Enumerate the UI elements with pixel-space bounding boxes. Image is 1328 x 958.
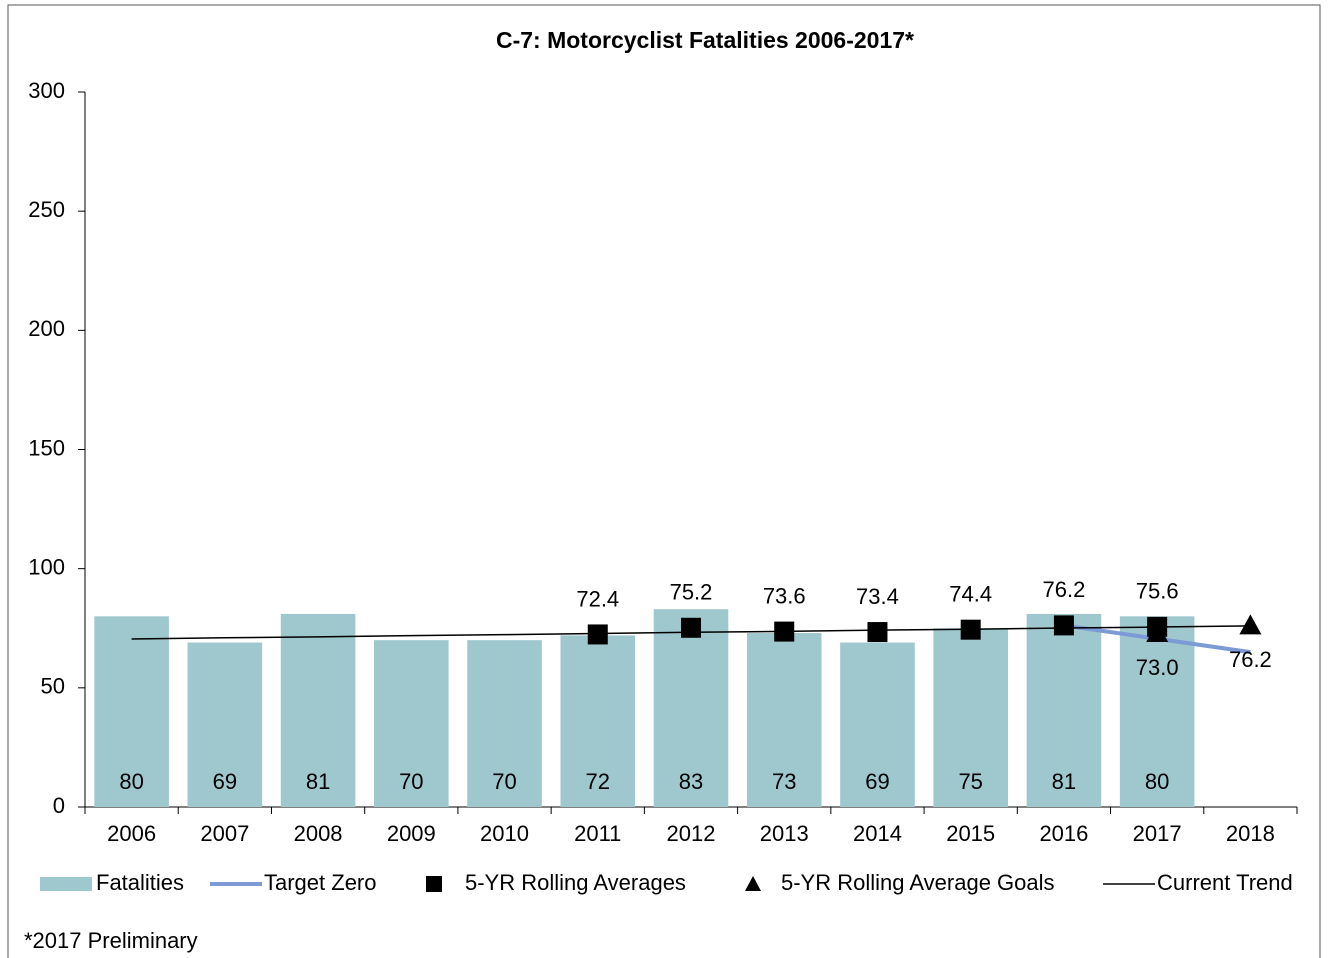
legend-label: Current Trend xyxy=(1157,870,1293,895)
bar-label: 81 xyxy=(306,769,330,794)
chart-title: C-7: Motorcyclist Fatalities 2006-2017* xyxy=(496,27,914,53)
x-tick-label: 2007 xyxy=(200,821,249,846)
bar-label: 83 xyxy=(679,769,703,794)
bar xyxy=(1119,616,1195,807)
marker-triangle xyxy=(1239,614,1262,635)
data-label: 76.2 xyxy=(1229,647,1272,672)
bar xyxy=(280,613,356,807)
data-label: 72.4 xyxy=(576,586,619,611)
bar xyxy=(94,616,169,807)
x-tick-label: 2014 xyxy=(853,821,902,846)
marker-square xyxy=(1053,615,1074,636)
data-label: 73.6 xyxy=(763,583,806,608)
legend-label: Fatalities xyxy=(96,870,184,895)
legend-label: 5-YR Rolling Average Goals xyxy=(781,870,1055,895)
marker-square xyxy=(774,621,795,642)
bar xyxy=(653,609,729,807)
marker-square xyxy=(587,624,608,645)
bar xyxy=(746,633,822,807)
x-tick-label: 2006 xyxy=(107,821,156,846)
x-tick-label: 2013 xyxy=(760,821,809,846)
x-tick-label: 2016 xyxy=(1039,821,1088,846)
marker-square xyxy=(681,617,701,638)
legend-label: Target Zero xyxy=(264,870,377,895)
x-tick-label: 2017 xyxy=(1133,821,1182,846)
data-label: 75.2 xyxy=(670,580,713,605)
y-tick-label: 300 xyxy=(28,78,65,103)
bar-label: 69 xyxy=(865,769,889,794)
x-tick-label: 2010 xyxy=(480,821,529,846)
bar-label: 81 xyxy=(1052,769,1076,794)
legend-label: 5-YR Rolling Averages xyxy=(465,870,686,895)
chart-border xyxy=(7,4,1321,958)
bar-label: 73 xyxy=(772,769,796,794)
bar xyxy=(560,635,636,807)
legend-swatch xyxy=(745,876,761,891)
x-tick-label: 2015 xyxy=(946,821,995,846)
legend-swatch xyxy=(426,876,442,892)
y-tick-label: 150 xyxy=(28,435,65,460)
bar-label: 72 xyxy=(586,769,610,794)
footnote: *2017 Preliminary xyxy=(24,928,198,953)
bar-label: 80 xyxy=(1145,769,1169,794)
y-tick-label: 50 xyxy=(41,674,65,699)
bar-label: 70 xyxy=(492,769,516,794)
x-tick-label: 2018 xyxy=(1226,821,1275,846)
bar xyxy=(1026,613,1102,807)
marker-square xyxy=(867,622,888,643)
data-label: 76.2 xyxy=(1043,577,1086,602)
x-tick-label: 2012 xyxy=(667,821,716,846)
x-tick-label: 2008 xyxy=(294,821,343,846)
data-label: 75.6 xyxy=(1136,579,1179,604)
data-label: 73.0 xyxy=(1136,655,1179,680)
y-tick-label: 0 xyxy=(53,793,65,818)
marker-square xyxy=(960,619,981,640)
x-tick-label: 2009 xyxy=(387,821,436,846)
bar xyxy=(933,628,1008,807)
marker-triangle xyxy=(1146,622,1169,643)
bar xyxy=(467,640,542,807)
bar-label: 80 xyxy=(119,769,143,794)
bar xyxy=(187,642,263,807)
x-tick-label: 2011 xyxy=(574,821,621,846)
bar xyxy=(374,640,449,807)
y-tick-label: 200 xyxy=(28,316,65,341)
data-label: 73.4 xyxy=(856,584,899,609)
bar-label: 75 xyxy=(958,769,982,794)
bar xyxy=(840,642,915,807)
data-label: 74.4 xyxy=(949,581,992,606)
y-tick-label: 100 xyxy=(28,554,65,579)
bar-label: 69 xyxy=(213,769,237,794)
y-tick-label: 250 xyxy=(28,197,65,222)
legend-swatch xyxy=(40,877,92,891)
bar-label: 70 xyxy=(399,769,423,794)
